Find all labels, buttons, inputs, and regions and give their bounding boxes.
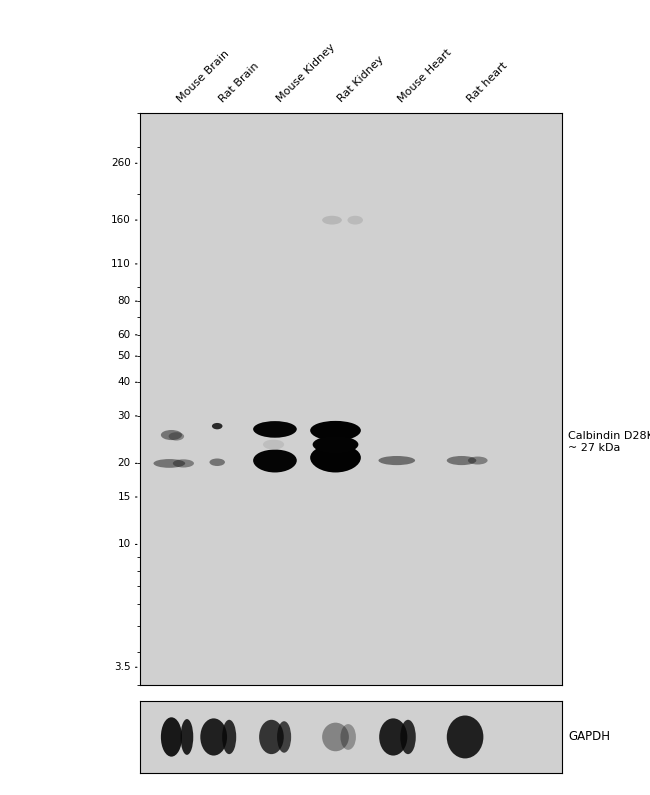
Ellipse shape xyxy=(153,459,185,467)
Ellipse shape xyxy=(222,719,236,754)
Ellipse shape xyxy=(212,423,222,429)
Text: Calbindin D28K
~ 27 kDa: Calbindin D28K ~ 27 kDa xyxy=(568,431,650,453)
Text: Mouse Kidney: Mouse Kidney xyxy=(275,42,337,104)
Text: 40: 40 xyxy=(118,378,131,387)
Text: 50: 50 xyxy=(118,351,131,361)
Ellipse shape xyxy=(161,717,182,757)
Ellipse shape xyxy=(253,450,297,472)
Ellipse shape xyxy=(209,459,225,466)
Ellipse shape xyxy=(263,440,284,450)
Ellipse shape xyxy=(322,723,349,751)
Ellipse shape xyxy=(173,460,194,467)
Text: 3.5: 3.5 xyxy=(114,662,131,673)
Ellipse shape xyxy=(447,456,476,465)
Ellipse shape xyxy=(310,444,361,472)
Text: Rat Kidney: Rat Kidney xyxy=(335,55,385,104)
Ellipse shape xyxy=(253,421,297,438)
Ellipse shape xyxy=(313,436,358,453)
Text: 110: 110 xyxy=(111,259,131,269)
Text: Mouse Brain: Mouse Brain xyxy=(175,48,231,104)
Text: 10: 10 xyxy=(118,540,131,549)
Ellipse shape xyxy=(259,719,284,754)
Text: 20: 20 xyxy=(118,459,131,468)
Ellipse shape xyxy=(322,215,342,224)
Text: Mouse Heart: Mouse Heart xyxy=(396,48,454,104)
Text: 160: 160 xyxy=(111,215,131,225)
Text: Rat heart: Rat heart xyxy=(465,60,509,104)
Ellipse shape xyxy=(400,719,416,754)
Ellipse shape xyxy=(379,719,408,755)
Text: 80: 80 xyxy=(118,297,131,306)
Text: 30: 30 xyxy=(118,411,131,421)
Ellipse shape xyxy=(341,724,356,750)
Ellipse shape xyxy=(181,719,193,755)
Ellipse shape xyxy=(168,432,184,440)
Ellipse shape xyxy=(310,421,361,440)
Ellipse shape xyxy=(277,721,291,753)
Ellipse shape xyxy=(378,456,415,465)
Text: 15: 15 xyxy=(118,492,131,502)
Ellipse shape xyxy=(447,716,484,758)
Text: 260: 260 xyxy=(111,158,131,169)
Text: Rat Brain: Rat Brain xyxy=(217,61,261,104)
Text: GAPDH: GAPDH xyxy=(568,731,610,743)
Ellipse shape xyxy=(161,430,182,440)
Ellipse shape xyxy=(200,719,227,755)
Ellipse shape xyxy=(468,456,488,464)
Ellipse shape xyxy=(348,215,363,224)
Text: 60: 60 xyxy=(118,330,131,339)
